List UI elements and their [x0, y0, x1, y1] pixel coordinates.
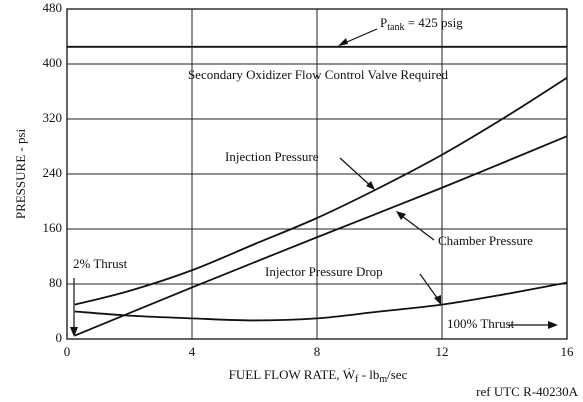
series-label: Injector Pressure Drop	[265, 264, 383, 279]
x-tick-label: 8	[314, 344, 321, 359]
x-tick-label: 12	[436, 344, 449, 359]
arrowhead	[70, 327, 78, 337]
series-line	[74, 76, 568, 306]
x-axis-label-part: /sec	[387, 367, 407, 382]
x-axis-label-part: FUEL FLOW RATE, Ẇ	[229, 367, 356, 382]
y-tick-label: 400	[43, 55, 63, 70]
arrow	[397, 212, 435, 241]
arrowhead	[396, 211, 406, 220]
series-label: Chamber Pressure	[438, 233, 533, 248]
x-axis-label-part: m	[379, 374, 387, 385]
footer: ref UTC R-40230A	[476, 384, 578, 399]
arrowhead	[548, 321, 558, 329]
y-tick-label: 240	[43, 165, 63, 180]
y-axis-label: PRESSURE - psi	[13, 128, 28, 219]
y-tick-label: 480	[43, 0, 63, 15]
series-line	[74, 135, 568, 337]
tank-label-part: tank	[387, 22, 404, 33]
x-axis-label-part: f	[355, 374, 359, 385]
plot-frame	[66, 8, 568, 340]
tank-label-part: = 425 psig	[404, 15, 463, 30]
y-tick-label: 0	[56, 330, 63, 345]
arrow	[339, 157, 374, 189]
x-tick-label: 16	[561, 344, 575, 359]
y-tick-label: 160	[43, 220, 63, 235]
x-axis-label: FUEL FLOW RATE, Ẇf - lbm/sec	[229, 367, 408, 385]
arrowhead	[366, 181, 375, 190]
x-axis-label-part: - lb	[358, 367, 379, 382]
y-tick-label: 320	[43, 110, 63, 125]
x-tick-label: 0	[64, 344, 71, 359]
arrowhead	[338, 38, 348, 46]
arrowhead	[434, 295, 441, 305]
arrows	[70, 28, 558, 337]
series-label: Injection Pressure	[225, 149, 319, 164]
tank-label-part: P	[380, 15, 387, 30]
annotation: 100% Thrust	[447, 316, 515, 331]
x-tick-label: 4	[189, 344, 196, 359]
tank-label: Ptank = 425 psig	[380, 15, 463, 33]
y-tick-label: 80	[49, 275, 62, 290]
series-line	[74, 281, 568, 322]
annotation: Secondary Oxidizer Flow Control Valve Re…	[188, 67, 449, 82]
annotation: 2% Thrust	[73, 256, 128, 271]
